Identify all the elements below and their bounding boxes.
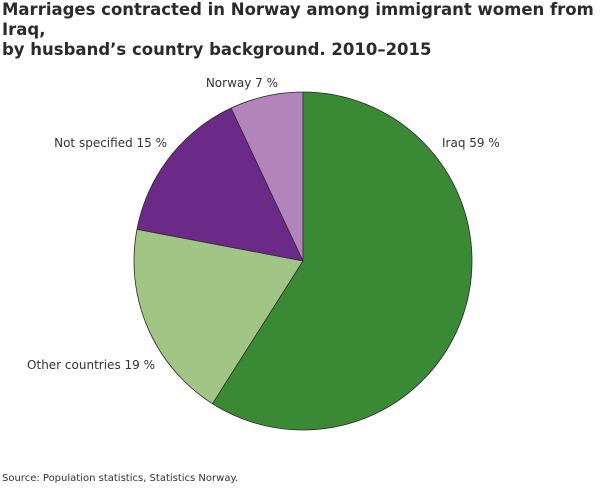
slice-label-norway: Norway 7 %: [206, 76, 278, 90]
pie-labels: Iraq 59 % Other countries 19 % Not specifi…: [27, 76, 500, 372]
pie-slice-norway: [231, 91, 303, 261]
chart-title-line-2: by husband’s country background. 2010–20…: [2, 40, 432, 59]
source-note: Source: Population statistics, Statistic…: [2, 473, 239, 484]
chart-title-line-1: Marriages contracted in Norway among imm…: [2, 0, 594, 39]
slice-separator: [230, 107, 304, 262]
slice-separator: [136, 228, 304, 262]
pie-slices: [133, 91, 473, 431]
pie-slice-iraq: [212, 92, 473, 431]
slice-label-not-specified: Not specified 15 %: [54, 136, 167, 150]
slice-label-other-countries: Other countries 19 %: [27, 358, 155, 372]
pie-slice-not-specified: [136, 108, 303, 261]
chart-title: Marriages contracted in Norway among imm…: [2, 0, 602, 60]
slice-separator: [212, 260, 304, 404]
pie-slice-other-countries: [133, 229, 303, 404]
slice-label-iraq: Iraq 59 %: [442, 136, 500, 150]
